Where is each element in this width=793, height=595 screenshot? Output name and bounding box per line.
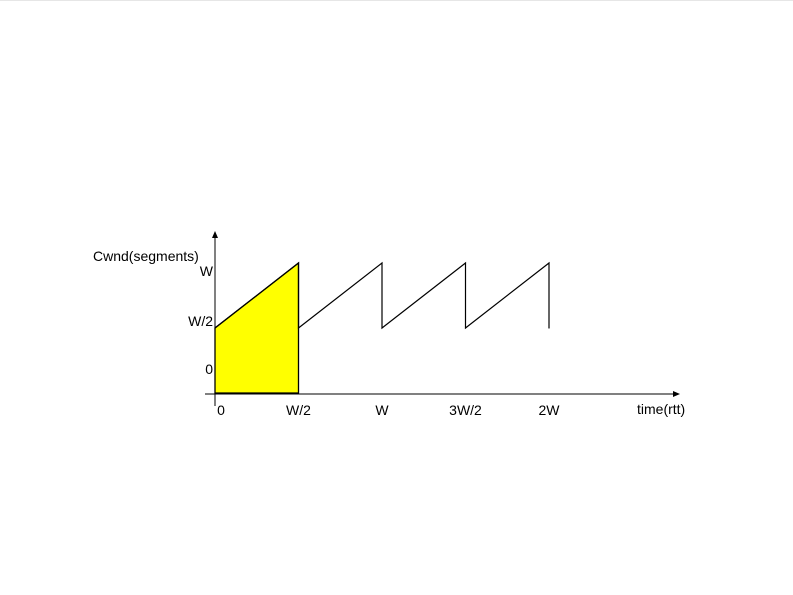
y-axis-title: Cwnd(segments) [93, 248, 199, 264]
y-axis-arrow [212, 231, 218, 238]
y-tick-label: W/2 [188, 313, 213, 329]
y-tick-label: 0 [205, 361, 213, 377]
cwnd-point [214, 327, 216, 329]
cwnd-point [381, 262, 383, 264]
x-tick-label: 3W/2 [449, 402, 482, 418]
cwnd-point [297, 262, 300, 264]
x-axis-arrow [673, 391, 680, 397]
cwnd-point [381, 327, 383, 329]
cwnd-point [548, 262, 550, 264]
cwnd-point [548, 327, 550, 329]
x-tick-label: 0 [217, 402, 225, 418]
shaded-area [214, 261, 300, 394]
x-tick-label: W [375, 402, 389, 418]
x-tick-label: W/2 [286, 402, 311, 418]
cwnd-point [464, 327, 467, 329]
x-axis-title: time(rtt) [637, 401, 685, 417]
cwnd-point [297, 327, 300, 329]
y-tick-label: W [200, 263, 214, 279]
cwnd-point [464, 262, 467, 264]
x-tick-label: 2W [539, 402, 561, 418]
